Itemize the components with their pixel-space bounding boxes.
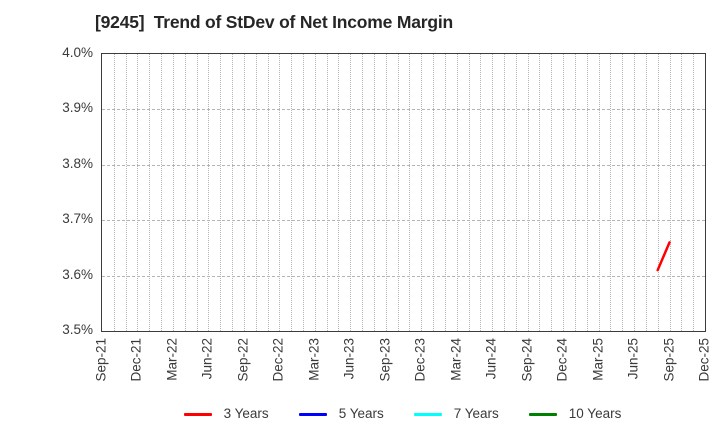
legend-label: 10 Years xyxy=(568,406,622,421)
gridline-vertical xyxy=(172,54,174,331)
gridline-vertical xyxy=(350,54,352,331)
gridline-vertical xyxy=(303,54,304,331)
gridline-vertical xyxy=(681,54,683,331)
x-tick-label: Dec-22 xyxy=(270,338,286,382)
x-tick-label: Mar-24 xyxy=(448,338,464,381)
x-tick-label: Mar-22 xyxy=(164,338,180,381)
gridline-vertical xyxy=(279,54,281,331)
gridline-vertical xyxy=(598,54,600,331)
x-tick-label: Sep-25 xyxy=(661,338,677,382)
legend-swatch-3-years xyxy=(183,412,212,416)
gridline-vertical xyxy=(255,54,257,331)
gridline-vertical xyxy=(480,54,482,331)
legend-item-7-years: 7 Years xyxy=(413,405,499,423)
gridline-vertical xyxy=(243,54,245,331)
y-tick-label: 3.9% xyxy=(62,100,93,116)
y-tick-label: 3.7% xyxy=(62,211,93,227)
y-tick-label: 3.5% xyxy=(62,322,93,337)
x-tick-label: Jun-22 xyxy=(199,338,215,380)
gridline-vertical xyxy=(657,54,659,331)
gridline-vertical xyxy=(385,54,387,331)
gridline-vertical xyxy=(492,54,494,331)
gridline-vertical xyxy=(563,54,565,331)
gridline-vertical xyxy=(161,54,163,331)
gridline-vertical xyxy=(373,54,375,331)
gridline-horizontal xyxy=(102,109,705,111)
gridline-vertical xyxy=(137,54,139,331)
legend-swatch-7-years xyxy=(413,412,442,416)
gridline-vertical xyxy=(314,54,316,331)
x-tick-label: Sep-21 xyxy=(93,338,109,382)
legend-label: 5 Years xyxy=(338,406,384,421)
gridline-vertical xyxy=(433,54,435,331)
gridline-vertical xyxy=(196,54,198,331)
gridline-vertical xyxy=(551,54,553,331)
gridline-vertical xyxy=(232,54,234,331)
x-tick-label: Sep-23 xyxy=(377,338,393,382)
legend-label: 3 Years xyxy=(223,406,269,421)
gridline-vertical xyxy=(421,54,423,331)
gridline-vertical xyxy=(504,54,505,331)
gridline-horizontal xyxy=(102,275,705,277)
plot-area xyxy=(101,53,706,332)
gridline-vertical xyxy=(409,54,411,331)
gridline-vertical xyxy=(468,54,470,331)
x-tick-label: Jun-25 xyxy=(625,338,641,380)
x-tick-label: Sep-22 xyxy=(235,338,251,382)
gridline-vertical xyxy=(539,54,541,331)
gridline-vertical xyxy=(220,54,222,331)
y-tick-label: 3.6% xyxy=(62,266,93,282)
legend-item-5-years: 5 Years xyxy=(298,405,384,423)
legend: 3 Years 5 Years 7 Years 10 Years xyxy=(101,404,704,424)
gridline-vertical xyxy=(634,54,636,331)
x-tick-label: Sep-24 xyxy=(519,338,535,382)
x-tick-label: Dec-24 xyxy=(554,338,570,382)
legend-swatch-10-years xyxy=(528,412,557,416)
gridline-vertical xyxy=(267,54,269,331)
gridline-vertical xyxy=(515,54,517,331)
gridline-vertical xyxy=(113,54,115,331)
gridline-vertical xyxy=(208,54,210,331)
gridline-vertical xyxy=(397,54,399,331)
y-tick-label: 4.0% xyxy=(62,45,93,60)
gridline-vertical xyxy=(610,54,612,331)
gridline-vertical xyxy=(622,54,624,331)
gridline-vertical xyxy=(669,54,671,331)
gridline-vertical xyxy=(527,54,529,331)
x-tick-label: Mar-23 xyxy=(306,338,322,381)
gridline-vertical xyxy=(586,54,588,331)
legend-item-10-years: 10 Years xyxy=(528,405,622,423)
gridline-horizontal xyxy=(102,220,705,222)
series-line-3-years xyxy=(656,241,671,272)
x-tick-label: Dec-25 xyxy=(696,338,712,382)
gridline-vertical xyxy=(456,54,458,331)
y-tick-label: 3.8% xyxy=(62,155,93,171)
legend-swatch-5-years xyxy=(298,412,327,416)
gridline-vertical xyxy=(149,54,151,331)
gridline-vertical xyxy=(444,54,446,331)
gridline-vertical xyxy=(338,54,340,331)
x-tick-label: Dec-21 xyxy=(128,338,144,382)
series-plot-layer xyxy=(656,241,671,272)
chart-title: [9245] Trend of StDev of Net Income Marg… xyxy=(95,12,453,32)
legend-item-3-years: 3 Years xyxy=(183,405,269,423)
x-tick-label: Mar-25 xyxy=(590,338,606,381)
gridline-horizontal xyxy=(102,164,705,166)
gridline-vertical xyxy=(693,54,695,331)
x-tick-label: Dec-23 xyxy=(412,338,428,382)
x-tick-label: Jun-23 xyxy=(341,338,357,380)
gridline-vertical xyxy=(645,54,647,331)
gridline-vertical xyxy=(291,54,293,331)
gridline-vertical xyxy=(326,54,328,331)
legend-label: 7 Years xyxy=(453,406,499,421)
x-tick-label: Jun-24 xyxy=(483,338,499,380)
gridline-vertical xyxy=(125,54,127,331)
gridline-vertical xyxy=(184,54,186,331)
gridline-vertical xyxy=(362,54,364,331)
gridline-vertical xyxy=(574,54,576,331)
